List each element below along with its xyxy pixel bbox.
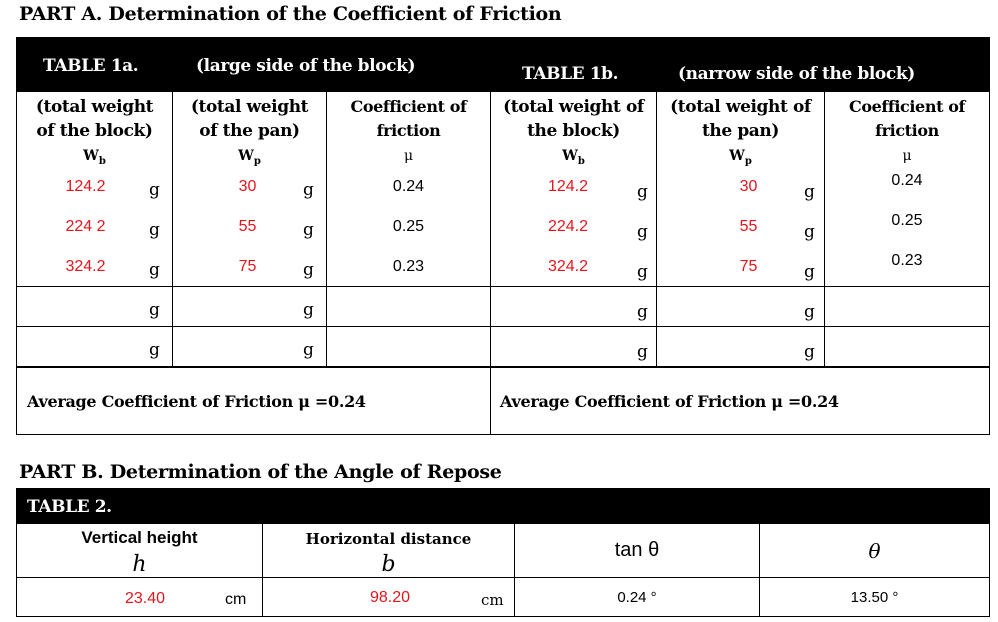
t1b-row2-wp: 55 xyxy=(739,218,758,235)
t1b-row1-wp: 30 xyxy=(739,178,758,195)
t1a-col-wp-header: (total weight of the pan) xyxy=(190,97,309,141)
grid-line xyxy=(16,326,990,327)
grid-line xyxy=(490,92,491,435)
t1a-row1-wp: 30 xyxy=(238,178,257,195)
t1a-col-wb-header: (total weight of the block) xyxy=(35,97,154,141)
t1a-row1-mu: 0.24 xyxy=(392,178,425,195)
grid-line xyxy=(262,524,263,617)
grid-line xyxy=(824,92,825,367)
t1b-col-wb-header: (total weight of the block) xyxy=(503,97,644,141)
t1b-row3-wp-unit: g xyxy=(804,262,815,282)
t1a-row1-wb-unit: g xyxy=(149,180,160,200)
t1a-row1-wb: 124.2 xyxy=(65,178,106,195)
t2-b-label: Horizontal distance xyxy=(305,530,472,548)
grid-line xyxy=(16,616,990,617)
t1a-sym-mu: μ xyxy=(403,148,414,164)
t2-h-value: 23.40 xyxy=(124,590,166,607)
t2-tan-label: tan θ xyxy=(614,539,660,561)
t1b-sym-wb: Wb xyxy=(562,148,585,167)
t1b-row4-wb-unit: g xyxy=(637,302,648,322)
t1a-row2-wp: 55 xyxy=(238,218,257,235)
t1b-row3-mu: 0.23 xyxy=(891,252,923,269)
t1a-row4-wb-unit: g xyxy=(149,300,160,320)
t2-theta-value: 13.50 ° xyxy=(850,589,899,606)
grid-line xyxy=(16,286,990,287)
t1a-row4-wp-unit: g xyxy=(303,300,314,320)
t1a-sym-wp: Wp xyxy=(238,148,261,167)
t1a-sym-wb: Wb xyxy=(83,148,106,167)
t1b-sym-mu: μ xyxy=(902,148,912,164)
table2-header-bar xyxy=(16,488,990,524)
table1a-desc: (large side of the block) xyxy=(196,56,416,76)
t1b-row3-wb: 324.2 xyxy=(547,258,589,275)
t1b-row1-mu: 0.24 xyxy=(891,172,923,189)
part-a-title: PART A. Determination of the Coefficient… xyxy=(19,3,562,25)
t1a-row3-wb: 324.2 xyxy=(65,258,106,275)
grid-line xyxy=(16,434,990,435)
t1b-row2-wb-unit: g xyxy=(637,222,648,242)
t1a-row1-wp-unit: g xyxy=(303,180,314,200)
t1a-col-mu-header: Coefficient of friction xyxy=(350,97,467,140)
t2-b-symbol: b xyxy=(381,552,396,577)
grid-line xyxy=(16,577,990,578)
grid-line xyxy=(172,92,173,367)
table1b-desc: (narrow side of the block) xyxy=(678,64,915,84)
table1b-name: TABLE 1b. xyxy=(522,64,619,84)
t1a-row3-mu: 0.23 xyxy=(392,258,425,275)
t1a-row3-wb-unit: g xyxy=(149,260,160,280)
grid-line xyxy=(989,92,990,435)
t1a-row2-wb: 224 2 xyxy=(65,218,106,235)
t1b-average: Average Coefficient of Friction μ =0.24 xyxy=(500,392,839,411)
t1b-row5-wp-unit: g xyxy=(804,342,815,362)
t1b-row1-wp-unit: g xyxy=(804,182,815,202)
t2-h-symbol: h xyxy=(132,552,147,577)
t1b-col-wp-header: (total weight of the pan) xyxy=(670,97,811,141)
t1b-col-mu-header: Coefficient of friction xyxy=(849,97,965,140)
t1a-row3-wp: 75 xyxy=(238,258,257,275)
t2-h-label: Vertical height xyxy=(81,528,198,547)
t1a-average: Average Coefficient of Friction μ =0.24 xyxy=(27,392,366,411)
t1a-row3-wp-unit: g xyxy=(303,260,314,280)
t1b-row2-wp-unit: g xyxy=(804,222,815,242)
t2-tan-value: 0.24 ° xyxy=(617,589,657,606)
t1b-row2-wb: 224.2 xyxy=(547,218,589,235)
t2-b-unit: cm xyxy=(481,591,504,609)
t1a-row2-mu: 0.25 xyxy=(392,218,425,235)
t1b-row4-wp-unit: g xyxy=(804,302,815,322)
grid-line xyxy=(514,524,515,617)
t1b-row1-wb: 124.2 xyxy=(547,178,589,195)
grid-line xyxy=(656,92,657,367)
grid-line xyxy=(989,524,990,617)
t1a-row5-wb-unit: g xyxy=(149,340,160,360)
part-b-title: PART B. Determination of the Angle of Re… xyxy=(19,461,502,483)
t1b-sym-wp: Wp xyxy=(729,148,752,167)
t1b-row1-wb-unit: g xyxy=(637,182,648,202)
t2-b-value: 98.20 xyxy=(369,589,411,606)
t1a-row2-wb-unit: g xyxy=(149,220,160,240)
t1b-row3-wp: 75 xyxy=(739,258,758,275)
t2-h-unit: cm xyxy=(225,591,247,608)
table2-name: TABLE 2. xyxy=(27,497,112,517)
t1b-row5-wb-unit: g xyxy=(637,342,648,362)
t1a-row5-wp-unit: g xyxy=(303,340,314,360)
grid-line xyxy=(16,366,990,368)
t1b-row3-wb-unit: g xyxy=(637,262,648,282)
t1b-row2-mu: 0.25 xyxy=(891,212,923,229)
table1a-name: TABLE 1a. xyxy=(43,56,139,76)
grid-line xyxy=(16,524,17,617)
grid-line xyxy=(16,92,17,435)
t2-theta-label: θ xyxy=(868,539,881,563)
t1a-row2-wp-unit: g xyxy=(303,220,314,240)
grid-line xyxy=(326,92,327,367)
table1-header-bar xyxy=(16,37,990,92)
grid-line xyxy=(759,524,760,617)
